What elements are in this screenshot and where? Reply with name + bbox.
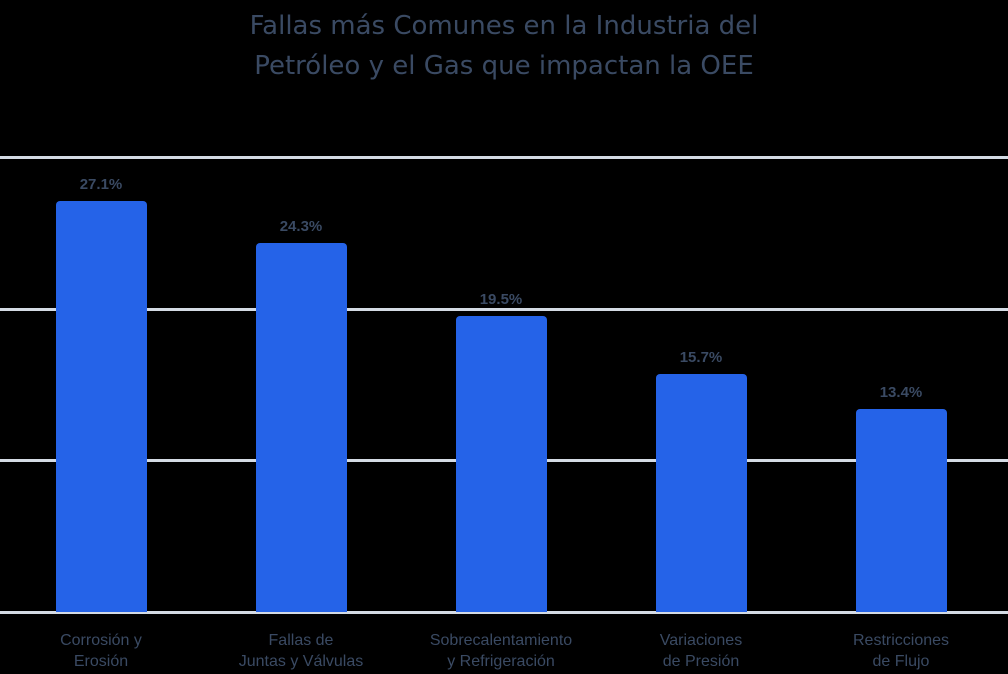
gridline bbox=[0, 307, 1008, 311]
chart-title-line-2: Petróleo y el Gas que impactan la OEE bbox=[254, 51, 754, 81]
bar bbox=[456, 316, 547, 612]
category-label: Restricciones de Flujo bbox=[852, 632, 950, 670]
category-label: Sobrecalentamiento y Refrigeración bbox=[429, 632, 573, 670]
bar bbox=[656, 373, 747, 612]
gridline bbox=[0, 156, 1008, 159]
bar-value-label: 13.4% bbox=[879, 383, 923, 401]
gridline bbox=[0, 611, 1008, 614]
bar-value-label: 24.3% bbox=[279, 218, 323, 236]
bar bbox=[256, 243, 347, 612]
bar-value-label: 19.5% bbox=[479, 291, 523, 309]
category-label: Variaciones de Presión bbox=[659, 632, 743, 670]
chart-title: Fallas más Comunes en la Industria del P… bbox=[0, 6, 1008, 86]
bar bbox=[56, 200, 147, 612]
bar bbox=[856, 408, 947, 612]
bar-value-label: 27.1% bbox=[79, 175, 123, 193]
category-label: Corrosión y Erosión bbox=[60, 632, 142, 670]
category-label: Fallas de Juntas y Válvulas bbox=[238, 632, 364, 670]
chart-title-line-1: Fallas más Comunes en la Industria del bbox=[249, 11, 759, 41]
bar-value-label: 15.7% bbox=[679, 348, 723, 366]
